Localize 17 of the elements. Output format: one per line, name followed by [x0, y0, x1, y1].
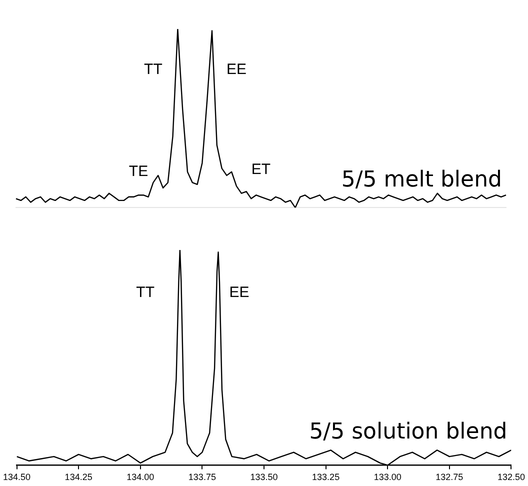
annotation: EE — [229, 284, 250, 302]
x-tick-label: 134.50 — [3, 472, 31, 482]
x-tick-label: 133.50 — [250, 472, 278, 482]
x-tick-label: 133.00 — [374, 472, 402, 482]
series-label: 5/5 solution blend — [309, 420, 508, 445]
x-tick-label: 133.25 — [312, 472, 340, 482]
x-tick-label: 132.50 — [497, 472, 525, 482]
x-tick-label: 132.75 — [436, 472, 464, 482]
x-tick-label: 134.25 — [64, 472, 92, 482]
annotation: TT — [144, 61, 162, 78]
annotation: TE — [128, 163, 148, 180]
series-label: 5/5 melt blend — [341, 168, 502, 193]
x-tick-label: 133.75 — [188, 472, 216, 482]
annotation: ET — [251, 161, 271, 178]
annotation: TT — [136, 284, 154, 302]
x-tick-label: 134.00 — [126, 472, 154, 482]
annotation: EE — [226, 61, 247, 78]
